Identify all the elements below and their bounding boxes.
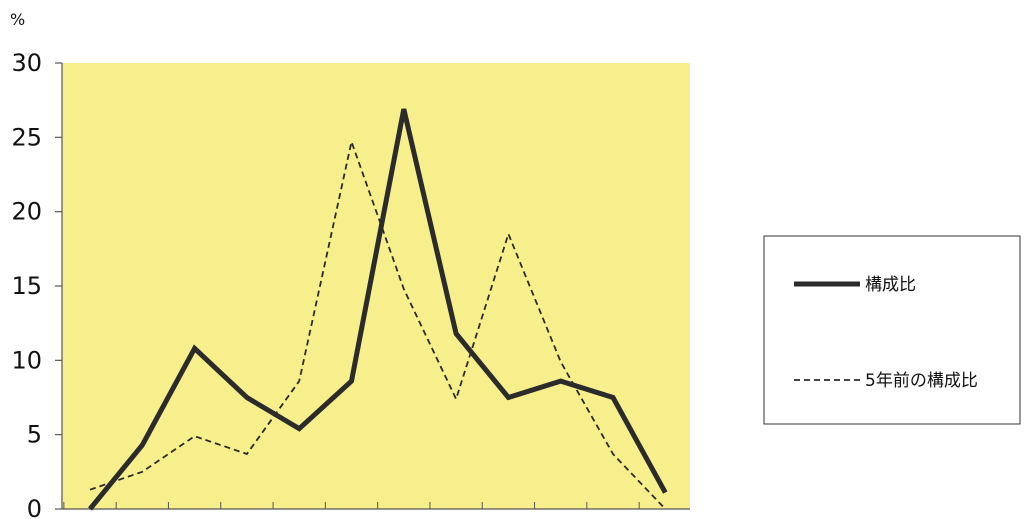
legend-label-series-0: 構成比	[865, 275, 916, 295]
y-axis-unit-label: %	[10, 10, 25, 29]
y-tick-labels: 0 5 10 15 20 25 30	[11, 49, 42, 519]
series-line-0	[88, 108, 668, 511]
y-tick-label-5: 5	[27, 421, 42, 449]
plot-area-background	[62, 63, 690, 509]
y-tick-label-10: 10	[11, 346, 42, 374]
y-tick-label-30: 30	[11, 49, 42, 77]
series-line-1	[89, 138, 666, 510]
legend-box	[763, 235, 1021, 425]
axes	[55, 62, 690, 510]
legend: 構成比 5年前の構成比	[763, 235, 1021, 425]
series-lines	[88, 108, 668, 511]
y-tick-label-0: 0	[27, 495, 42, 519]
y-tick-label-15: 15	[11, 272, 42, 300]
legend-label-series-1: 5年前の構成比	[865, 371, 978, 391]
y-tick-label-25: 25	[11, 123, 42, 151]
y-tick-label-20: 20	[11, 198, 42, 226]
